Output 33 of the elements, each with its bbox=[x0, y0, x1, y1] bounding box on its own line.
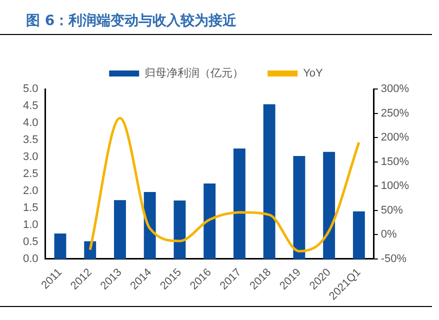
y-tick-label: 0.5 bbox=[22, 236, 38, 248]
y-tick-label: 4.0 bbox=[22, 117, 38, 130]
y2-tick-label: 150% bbox=[380, 156, 410, 168]
y-tick-label: 3.0 bbox=[22, 151, 38, 164]
y-tick-label: 2.5 bbox=[22, 168, 38, 180]
legend-label: YoY bbox=[303, 68, 324, 80]
bar bbox=[144, 192, 156, 259]
line-series bbox=[88, 116, 360, 252]
legend-label: 归母净利润（亿元） bbox=[144, 66, 244, 80]
bar bbox=[174, 200, 186, 259]
y-tick-label: 2.0 bbox=[22, 185, 38, 198]
y2-tick-label: 200% bbox=[380, 132, 410, 144]
bar bbox=[323, 152, 336, 259]
bar bbox=[293, 156, 306, 259]
y-tick-label: 1.5 bbox=[22, 202, 38, 214]
chart-title: 图 6：利润端变动与收入较为接近 bbox=[0, 12, 432, 35]
y2-tick-label: 50% bbox=[380, 204, 404, 216]
y-tick-label: 5.0 bbox=[22, 83, 38, 96]
y2-tick-label: 250% bbox=[380, 107, 410, 120]
y-tick-label: 4.5 bbox=[22, 100, 38, 112]
y2-tick-label: 300% bbox=[380, 83, 410, 96]
bar bbox=[233, 148, 246, 259]
bar bbox=[114, 200, 126, 259]
y2-tick-label: 100% bbox=[380, 180, 410, 192]
bar bbox=[263, 104, 276, 259]
bar bbox=[352, 211, 365, 259]
y-tick-label: 1.0 bbox=[22, 219, 38, 232]
y-tick-label: 3.5 bbox=[22, 134, 38, 146]
bar bbox=[204, 184, 216, 259]
y2-tick-label: -50% bbox=[380, 253, 407, 266]
y-tick-label: 0.0 bbox=[22, 253, 38, 266]
bar bbox=[54, 233, 66, 259]
y2-tick-label: 0% bbox=[380, 228, 397, 241]
